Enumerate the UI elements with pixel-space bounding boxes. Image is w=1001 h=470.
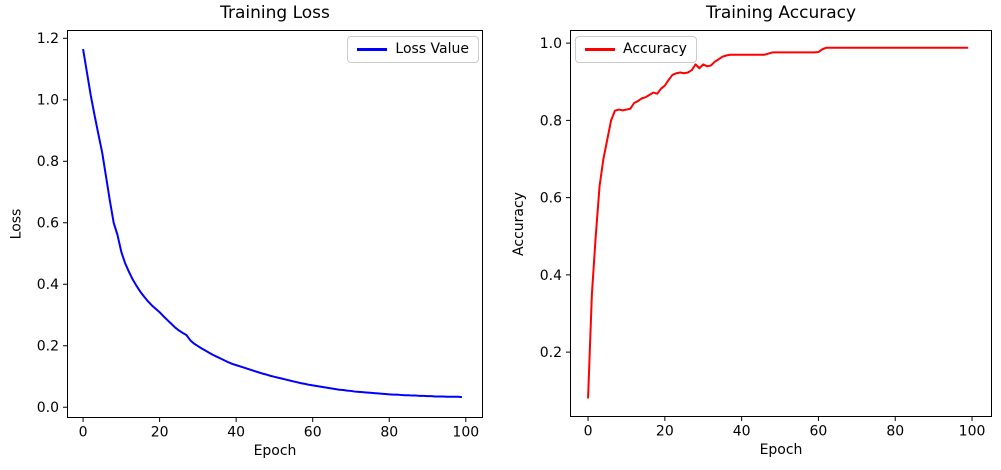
x-tick-label: 100 bbox=[452, 425, 479, 441]
legend-label: Accuracy bbox=[623, 41, 687, 57]
y-axis-label-wrap: Loss bbox=[8, 30, 24, 418]
y-tick-label: 0.4 bbox=[540, 268, 562, 284]
y-tick-label: 1.0 bbox=[540, 36, 562, 52]
legend-label: Loss Value bbox=[395, 41, 469, 57]
y-tick-label: 0.0 bbox=[37, 400, 59, 416]
y-tick-label: 0.6 bbox=[37, 216, 59, 232]
x-tick-label: 60 bbox=[810, 424, 828, 440]
y-tick-label: 1.2 bbox=[37, 31, 59, 47]
x-axis-label: Epoch bbox=[759, 442, 803, 458]
x-tick-label: 0 bbox=[79, 425, 88, 441]
x-axis-label: Epoch bbox=[253, 443, 297, 459]
y-axis-label: Accuracy bbox=[511, 191, 528, 256]
chart-title: Training Loss bbox=[220, 3, 330, 23]
data-line bbox=[587, 46, 969, 399]
data-line bbox=[82, 48, 463, 399]
x-tick-label: 20 bbox=[656, 424, 674, 440]
y-tick-label: 1.0 bbox=[37, 93, 59, 109]
x-tick-label: 80 bbox=[886, 424, 904, 440]
y-axis-label: Loss bbox=[8, 208, 24, 240]
plot-area: 0 20 40 60 80 100 0.2 0.4 0.6 0.8 1.0 bbox=[540, 30, 992, 440]
legend-line-sample bbox=[357, 48, 388, 51]
x-tick-label: 100 bbox=[959, 424, 986, 440]
y-tick-label: 0.8 bbox=[37, 154, 59, 170]
y-axis-label-wrap: Accuracy bbox=[511, 30, 528, 417]
x-tick-label: 40 bbox=[733, 424, 751, 440]
x-tick-label: 0 bbox=[584, 424, 593, 440]
plot-area: 0 20 40 60 80 100 0.0 0.2 0.4 0.6 0.8 1.0 1.2 bbox=[37, 30, 483, 441]
axes-training-accuracy: Training Accuracy Accuracy Epoch 0 20 40 60… bbox=[511, 3, 992, 458]
axes-spines bbox=[67, 30, 483, 418]
x-tick-label: 40 bbox=[227, 425, 245, 441]
x-tick-label: 20 bbox=[151, 425, 169, 441]
y-tick-label: 0.4 bbox=[37, 277, 59, 293]
legend: Loss Value bbox=[347, 36, 479, 63]
x-tick-label: 60 bbox=[304, 425, 322, 441]
legend-line-sample bbox=[585, 48, 615, 51]
axes-training-loss: Training Loss Loss Epoch 0 20 40 60 80 100 0.0… bbox=[8, 3, 483, 459]
chart-title: Training Accuracy bbox=[705, 3, 857, 23]
legend: Accuracy bbox=[575, 36, 697, 63]
x-tick-label: 80 bbox=[380, 425, 398, 441]
y-tick-label: 0.2 bbox=[37, 339, 59, 355]
y-tick-label: 0.8 bbox=[540, 113, 562, 129]
y-tick-label: 0.2 bbox=[540, 345, 562, 361]
y-tick-label: 0.6 bbox=[540, 191, 562, 207]
axes-spines bbox=[570, 30, 992, 417]
